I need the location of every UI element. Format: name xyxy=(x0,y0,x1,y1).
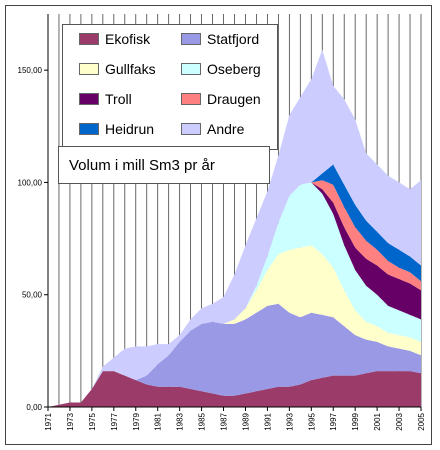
legend-label: Statfjord xyxy=(207,31,260,47)
x-tick-label: 1983 xyxy=(176,412,185,430)
legend-item-ekofisk: Ekofisk xyxy=(79,31,150,47)
x-tick-label: 1985 xyxy=(198,412,207,430)
x-tick-label: 2003 xyxy=(395,412,404,430)
legend-swatch xyxy=(181,63,201,75)
legend-item-heidrun: Heidrun xyxy=(79,121,154,137)
x-tick-label: 1977 xyxy=(110,412,119,430)
legend-label: Ekofisk xyxy=(105,31,151,47)
y-tick-label: 0,00 xyxy=(26,403,42,412)
legend-item-oseberg: Oseberg xyxy=(181,61,261,77)
chart-title-box: Volum i mill Sm3 pr år xyxy=(58,146,270,184)
legend-label: Heidrun xyxy=(105,121,155,137)
chart-title: Volum i mill Sm3 pr år xyxy=(69,156,215,174)
x-tick-label: 2001 xyxy=(373,412,382,430)
x-tick-label: 1989 xyxy=(241,412,250,430)
area-ekofisk xyxy=(48,371,421,407)
area-andre xyxy=(48,49,421,408)
legend-swatch xyxy=(79,63,99,75)
x-tick-label: 1973 xyxy=(66,412,75,430)
legend-swatch xyxy=(181,123,201,135)
x-tick-label: 1975 xyxy=(88,412,97,430)
x-tick-label: 1981 xyxy=(154,412,163,430)
x-tick-label: 1987 xyxy=(220,412,229,430)
area-statfjord xyxy=(48,303,421,407)
legend-swatch xyxy=(79,123,99,135)
x-tick-label: 2005 xyxy=(417,412,426,430)
chart-frame: 0,00 50,00 100,00 150,00 1971 1973 1975 1977 197… xyxy=(5,5,432,445)
legend-item-statfjord: Statfjord xyxy=(181,31,259,47)
y-tick-label: 50,00 xyxy=(22,291,43,300)
x-tick-label: 1995 xyxy=(307,412,316,430)
legend-label: Draugen xyxy=(207,91,261,107)
chart-legend: Ekofisk Statfjord Gullfaks Oseberg Troll… xyxy=(62,24,278,150)
area-gullfaks xyxy=(48,245,421,407)
legend-label: Gullfaks xyxy=(105,61,156,77)
legend-label: Oseberg xyxy=(207,61,261,77)
legend-item-andre: Andre xyxy=(181,121,244,137)
legend-item-troll: Troll xyxy=(79,91,132,107)
x-tick-label: 1991 xyxy=(263,412,272,430)
legend-swatch xyxy=(181,93,201,105)
legend-item-draugen: Draugen xyxy=(181,91,261,107)
legend-swatch xyxy=(79,33,99,45)
x-tick-label: 1993 xyxy=(285,412,294,430)
x-tick-label: 1979 xyxy=(132,412,141,430)
y-tick-label: 150,00 xyxy=(18,66,43,75)
x-tick-label: 1997 xyxy=(329,412,338,430)
y-tick-label: 100,00 xyxy=(18,178,43,187)
legend-swatch xyxy=(79,93,99,105)
x-tick-label: 1971 xyxy=(44,412,53,430)
area-oseberg xyxy=(48,182,421,407)
legend-label: Andre xyxy=(207,121,245,137)
legend-swatch xyxy=(181,33,201,45)
legend-label: Troll xyxy=(105,91,132,107)
legend-item-gullfaks: Gullfaks xyxy=(79,61,156,77)
x-tick-label: 1999 xyxy=(351,412,360,430)
